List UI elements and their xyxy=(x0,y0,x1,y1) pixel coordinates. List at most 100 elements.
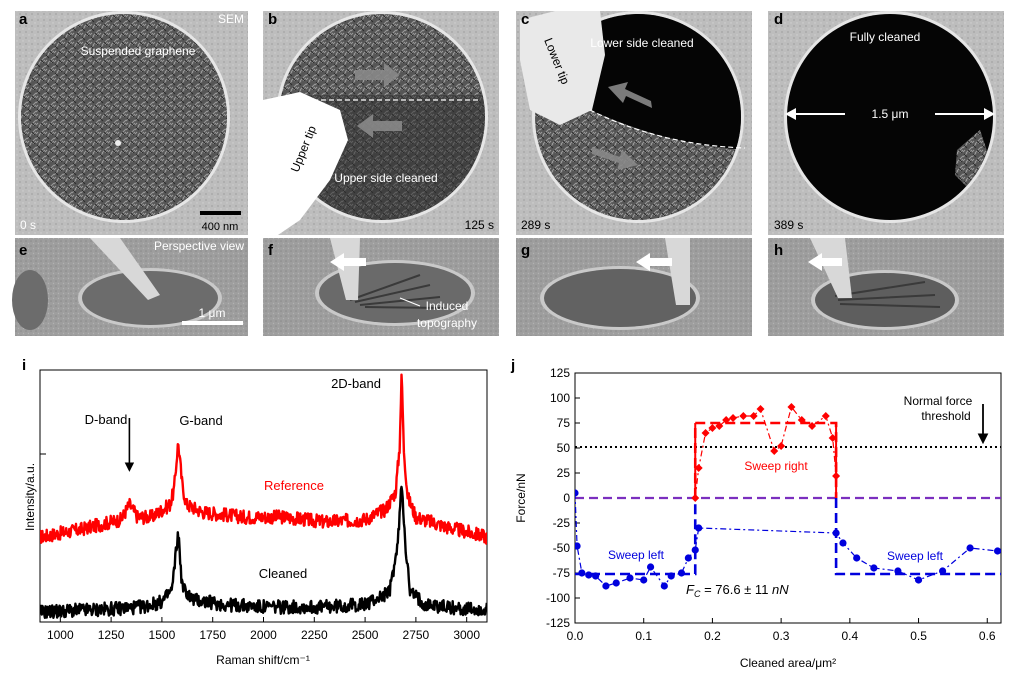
chart-j-x-tick-label: 0.3 xyxy=(773,629,790,643)
chart-j-sweep-right-line xyxy=(694,405,837,499)
chart-j-y-tick-label: -25 xyxy=(553,516,571,530)
chart-j-point-sweep-right xyxy=(787,403,796,411)
chart-i-x-tick-label: 2000 xyxy=(250,628,277,642)
chart-j-point-sweep-right xyxy=(701,429,710,437)
chart-j-legend-sweep-left-1: Sweep left xyxy=(608,548,665,562)
chart-j-point-sweep-right xyxy=(756,405,765,413)
chart-i-x-tick-label: 2250 xyxy=(301,628,328,642)
chart-j-fit-right-steps xyxy=(694,423,838,498)
panel-e-tip xyxy=(90,238,160,300)
panel-e-letter: e xyxy=(19,242,27,259)
chart-j-fit-left-b xyxy=(834,498,1001,576)
panel-f-pointer xyxy=(399,297,421,307)
panel-g-hole xyxy=(544,269,696,327)
chart-i-g-band-label: G-band xyxy=(179,413,222,428)
chart-i-x-tick-label: 1750 xyxy=(199,628,226,642)
chart-j-point-sweep-left xyxy=(602,582,610,590)
chart-j-y-tick-label: -50 xyxy=(553,541,571,555)
chart-j-point-sweep-left xyxy=(626,574,634,582)
chart-i-x-tick-label: 2750 xyxy=(403,628,430,642)
chart-j-point-sweep-right xyxy=(832,472,841,480)
chart-j-point-sweep-left xyxy=(640,576,648,584)
chart-j-sweep-left-line xyxy=(575,492,998,588)
chart-j-x-tick-label: 0.0 xyxy=(567,629,584,643)
panel-a-scalebar xyxy=(200,211,241,215)
panel-a-particle xyxy=(115,140,121,146)
panel-e-scale-label: 1 μm xyxy=(199,306,226,320)
panel-c: c Lower tip Lower side cleaned 289 s xyxy=(516,11,752,235)
chart-j-point-sweep-left xyxy=(993,547,1001,555)
chart-j-point-sweep-left xyxy=(853,554,861,562)
chart-j-x-tick-label: 0.5 xyxy=(910,629,927,643)
chart-j-point-sweep-right xyxy=(729,414,738,422)
chart-i-x-ticks: 1000 1250 1500 1750 2000 2250 2500 2750 3000 xyxy=(47,617,480,642)
chart-j-point-sweep-right xyxy=(808,422,817,430)
panel-h-tip xyxy=(810,238,852,298)
chart-j-point-sweep-right xyxy=(821,412,830,420)
chart-j-y-tick-label: 0 xyxy=(563,491,570,505)
chart-i-letter: i xyxy=(22,357,26,374)
chart-j-y-tick-label: -75 xyxy=(553,566,571,580)
chart-j-point-sweep-right xyxy=(722,416,731,424)
chart-j-threshold-label-1: Normal force xyxy=(904,394,973,408)
chart-i-y-label: Intensity/a.u. xyxy=(23,463,37,531)
chart-j-point-sweep-left xyxy=(667,572,675,580)
chart-j-y-tick-label: 75 xyxy=(557,416,571,430)
panel-h: h xyxy=(768,238,1004,336)
chart-j-letter: j xyxy=(510,357,515,374)
chart-j: j 0.0 0.1 0.2 0.3 0.4 0.5 0.6 -125 -100 -75 -50 -25… xyxy=(510,357,1002,670)
chart-j-y-tick-label: 100 xyxy=(550,391,570,405)
chart-j-point-sweep-right xyxy=(694,464,703,472)
chart-j-fc-subscript: C xyxy=(694,589,701,599)
chart-j-x-tick-label: 0.4 xyxy=(841,629,858,643)
chart-i-x-tick-label: 1500 xyxy=(149,628,176,642)
chart-j-point-sweep-left xyxy=(695,524,703,532)
chart-i-x-tick-label: 2500 xyxy=(352,628,379,642)
chart-i-series-cleaned xyxy=(40,485,487,619)
panel-e-scalebar xyxy=(182,321,243,325)
chart-j-point-sweep-left xyxy=(839,539,847,547)
chart-j-y-tick-label: 50 xyxy=(557,441,571,455)
panel-g: g xyxy=(516,238,752,336)
panel-f: f Induced topography xyxy=(263,238,499,336)
chart-i-x-tick-label: 1000 xyxy=(47,628,74,642)
chart-j-x-tick-label: 0.1 xyxy=(635,629,652,643)
chart-j-point-sweep-left xyxy=(691,546,699,554)
panel-b-arrow-left xyxy=(357,114,402,138)
chart-j-fit-left-a xyxy=(575,498,697,576)
panel-c-time: 289 s xyxy=(521,218,550,232)
panel-d-dim-arrow-right xyxy=(984,108,995,120)
panel-a-scale-label: 400 nm xyxy=(202,221,239,233)
chart-j-point-sweep-left xyxy=(660,582,668,590)
chart-j-point-sweep-right xyxy=(739,412,748,420)
chart-j-x-tick-label: 0.6 xyxy=(979,629,996,643)
chart-j-fc-symbol: F xyxy=(686,582,695,597)
panel-g-tip xyxy=(665,238,690,305)
chart-j-point-sweep-left xyxy=(646,563,655,571)
panel-b-upper-tip xyxy=(263,92,348,235)
chart-j-point-sweep-right xyxy=(749,412,758,420)
chart-j-x-label: Cleaned area/μm² xyxy=(740,656,836,670)
panel-d-cleaned-hole xyxy=(787,14,993,220)
panel-b-letter: b xyxy=(268,11,277,28)
panel-e-side-hole xyxy=(12,270,48,330)
panel-c-lower-tip xyxy=(520,11,605,125)
panel-b-arrow-right xyxy=(355,63,400,87)
panel-g-letter: g xyxy=(521,242,530,259)
panel-c-boundary xyxy=(589,109,746,149)
chart-j-point-sweep-right xyxy=(777,442,786,450)
chart-j-point-sweep-left xyxy=(677,569,686,577)
panel-d: d Fully cleaned 1.5 μm 389 s xyxy=(768,11,1004,235)
panel-d-region-label: Fully cleaned xyxy=(850,30,921,44)
panel-d-residue xyxy=(955,130,990,190)
panel-e: e Perspective view 1 μm xyxy=(12,238,248,336)
chart-j-point-sweep-right xyxy=(715,422,724,430)
chart-j-point-sweep-left xyxy=(575,489,579,497)
panel-h-letter: h xyxy=(774,242,783,259)
panel-g-arrow-right xyxy=(636,253,672,271)
chart-j-legend-sweep-right: Sweep right xyxy=(744,459,808,473)
panel-d-dim-arrow-left xyxy=(785,108,796,120)
panel-f-topography xyxy=(349,274,446,309)
chart-j-point-sweep-right xyxy=(691,494,700,502)
